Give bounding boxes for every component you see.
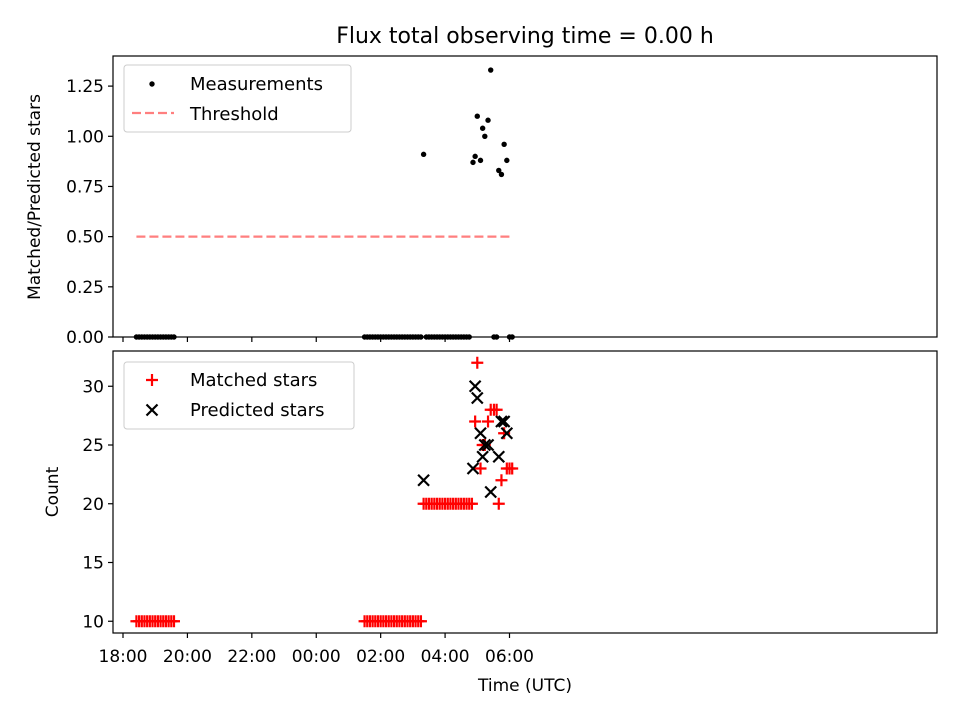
ratio-axes: 0.00 0.25 0.50 0.75 1.00 1.25 (66, 55, 938, 348)
measurement-point (472, 153, 478, 160)
predicted-star-point (474, 426, 487, 440)
count-marks (130, 356, 519, 628)
count-y-axis-label: Count (43, 466, 63, 517)
predicted-star-point (481, 438, 495, 452)
measurement-point (504, 157, 510, 164)
matched-star-point (492, 497, 505, 510)
ratio-y-tick-label: 0.50 (66, 228, 104, 248)
threshold-legend-label: Threshold (189, 104, 279, 125)
measurement-point (470, 159, 476, 166)
predicted-legend-swatch (145, 403, 159, 417)
count-legend-frame (123, 361, 355, 430)
count-panel: 10 15 20 25 30 18:00 20:00 22:00 00:00 02:00 04:00… (43, 350, 938, 696)
ratio-legend-frame (123, 64, 352, 133)
measurement-point (485, 117, 491, 123)
ratio-y-axis-label: Matched/Predicted stars (25, 94, 45, 300)
matched-star-point (465, 497, 478, 510)
count-y-tick-label: 10 (82, 612, 104, 632)
measurement-point (474, 113, 480, 119)
matched-star-point (490, 403, 503, 416)
predicted-star-point (497, 415, 511, 428)
predicted-star-point (476, 450, 489, 464)
matched-star-point (471, 356, 484, 369)
matched-legend-swatch (146, 374, 158, 386)
count-legend: Matched stars Predicted stars (123, 361, 355, 430)
measurement-point (479, 125, 486, 131)
matched-star-point (495, 474, 508, 487)
x-tick-label: 04:00 (421, 647, 470, 667)
x-axis-label: Time (UTC) (477, 676, 572, 696)
x-tick-label: 00:00 (292, 647, 341, 667)
ratio-y-tick-label: 1.25 (66, 77, 104, 97)
predicted-star-point (417, 473, 430, 487)
measurement-point (477, 157, 484, 164)
matched-legend-label: Matched stars (190, 370, 317, 391)
x-tick-label: 18:00 (99, 647, 148, 667)
ratio-y-tick-label: 1.00 (66, 127, 104, 147)
measurements-legend-label: Measurements (190, 74, 323, 95)
matched-star-point (506, 462, 519, 475)
predicted-legend-label: Predicted stars (190, 400, 324, 421)
predicted-star-point (500, 426, 514, 440)
x-tick-label: 20:00 (163, 647, 212, 667)
ratio-legend: Measurements Threshold (123, 64, 352, 133)
measurement-point (420, 151, 427, 158)
ratio-y-tick-label: 0.00 (66, 328, 104, 348)
measurement-point (498, 171, 505, 178)
predicted-star-point (466, 462, 480, 475)
matched-star-point (469, 415, 482, 428)
predicted-star-point (492, 450, 506, 464)
predicted-star-point (468, 379, 482, 393)
x-tick-label: 22:00 (227, 647, 276, 667)
matched-star-point (474, 462, 487, 475)
predicted-star-point (471, 391, 484, 405)
matched-star-point (482, 415, 495, 428)
measurement-point (496, 167, 502, 174)
x-tick-label: 06:00 (485, 647, 534, 667)
predicted-star-point (484, 485, 497, 499)
count-axes: 10 15 20 25 30 18:00 20:00 22:00 00:00 02:00 04:00… (82, 350, 938, 667)
matched-star-point (414, 615, 427, 628)
count-plot-frame (112, 350, 938, 634)
measurement-point (482, 133, 488, 139)
x-tick-label: 02:00 (356, 647, 405, 667)
count-y-tick-label: 15 (82, 554, 104, 574)
measurement-point (488, 67, 494, 73)
ratio-y-tick-label: 0.25 (66, 278, 104, 298)
matched-star-point (167, 615, 180, 628)
count-y-tick-label: 30 (82, 377, 104, 397)
measurement-point (501, 141, 507, 148)
measurements-legend-swatch (149, 81, 155, 87)
ratio-plot-frame (112, 55, 938, 338)
ratio-panel: 0.00 0.25 0.50 0.75 1.00 1.25 Matched/Predict… (25, 55, 938, 348)
predicted-star-point (478, 438, 492, 452)
chart-title: Flux total observing time = 0.00 h (336, 24, 714, 49)
count-y-tick-label: 25 (82, 436, 104, 456)
predicted-star-point (495, 415, 508, 428)
ratio-y-tick-label: 0.75 (66, 177, 104, 197)
count-y-tick-label: 20 (82, 495, 104, 515)
